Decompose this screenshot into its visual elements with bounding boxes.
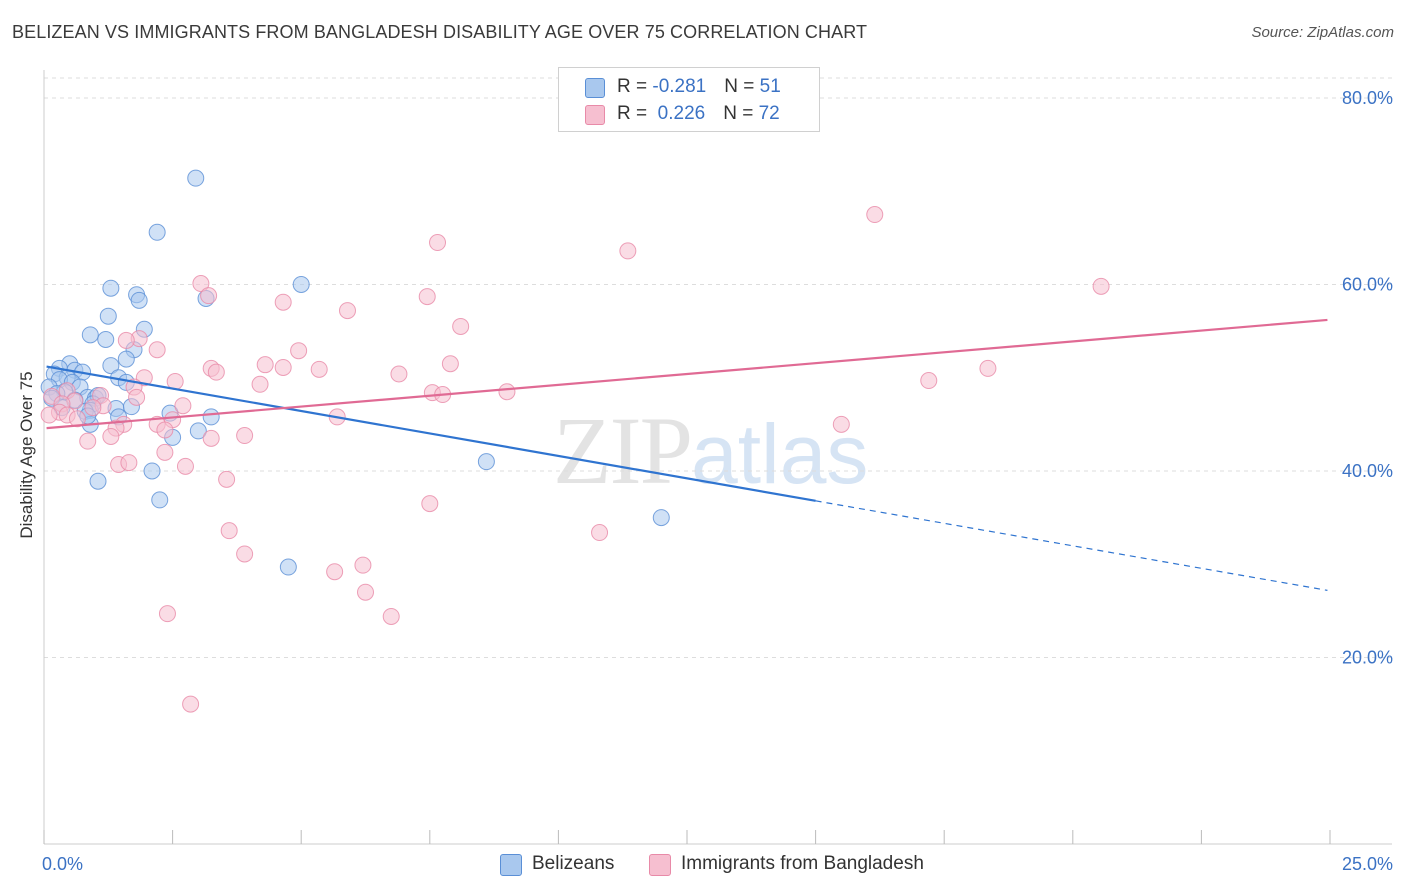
point-belizeans <box>477 453 495 471</box>
point-bangladesh <box>120 454 138 472</box>
r-value: 0.226 <box>652 103 706 124</box>
point-bangladesh <box>310 360 328 378</box>
point-bangladesh <box>156 421 174 439</box>
point-bangladesh <box>498 383 516 401</box>
legend-label-belizeans: Belizeans <box>532 853 615 874</box>
n-value: 72 <box>758 103 780 124</box>
point-bangladesh <box>218 470 236 488</box>
point-bangladesh <box>452 317 470 335</box>
point-belizeans <box>130 291 148 309</box>
point-bangladesh <box>79 432 97 450</box>
pink-swatch-icon <box>585 105 605 125</box>
r-label: R = <box>617 76 653 97</box>
y-tick-label: 40.0% <box>1342 461 1393 481</box>
chart-title: BELIZEAN VS IMMIGRANTS FROM BANGLADESH D… <box>12 22 868 42</box>
trend-line-bangladesh <box>46 318 1328 430</box>
point-bangladesh <box>866 206 884 224</box>
point-belizeans <box>652 509 670 527</box>
r-label: R = <box>617 103 653 124</box>
point-bangladesh <box>200 287 218 305</box>
point-bangladesh <box>256 356 274 374</box>
point-bangladesh <box>382 607 400 625</box>
point-bangladesh <box>182 695 200 713</box>
point-bangladesh <box>117 331 135 349</box>
point-belizeans <box>187 169 205 187</box>
legend-label-bangladesh: Immigrants from Bangladesh <box>681 853 924 874</box>
n-label: N = <box>724 76 760 97</box>
point-belizeans <box>99 307 117 325</box>
point-belizeans <box>81 326 99 344</box>
point-belizeans <box>151 491 169 509</box>
x-tick-label-max: 25.0% <box>1342 854 1393 874</box>
y-tick-label: 80.0% <box>1342 88 1393 108</box>
point-bangladesh <box>274 293 292 311</box>
watermark-zip: ZIP <box>553 397 693 504</box>
point-bangladesh <box>84 399 102 417</box>
point-bangladesh <box>338 302 356 320</box>
point-bangladesh <box>202 429 220 447</box>
point-bangladesh <box>429 234 447 252</box>
point-bangladesh <box>102 427 120 445</box>
point-bangladesh <box>274 358 292 376</box>
point-belizeans <box>279 558 297 576</box>
y-tick-label: 20.0% <box>1342 647 1393 667</box>
x-tick-label-min: 0.0% <box>42 854 83 874</box>
trend-line-extension-belizeans <box>815 500 1328 591</box>
n-value: 51 <box>759 76 781 97</box>
point-bangladesh <box>832 415 850 433</box>
point-bangladesh <box>979 359 997 377</box>
point-belizeans <box>143 462 161 480</box>
point-bangladesh <box>421 495 439 513</box>
blue-swatch-icon <box>500 854 522 876</box>
blue-swatch-icon <box>585 78 605 98</box>
point-belizeans <box>189 422 207 440</box>
point-bangladesh <box>236 545 254 563</box>
y-axis-label: Disability Age Over 75 <box>17 371 36 539</box>
point-bangladesh <box>192 275 210 293</box>
point-bangladesh <box>236 427 254 445</box>
point-bangladesh <box>920 372 938 390</box>
point-bangladesh <box>354 556 372 574</box>
point-bangladesh <box>176 457 194 475</box>
point-belizeans <box>102 279 120 297</box>
point-bangladesh <box>357 583 374 601</box>
point-bangladesh <box>220 522 238 540</box>
point-bangladesh <box>251 375 269 393</box>
point-belizeans <box>102 357 120 375</box>
point-bangladesh <box>148 341 166 359</box>
point-belizeans <box>89 472 107 490</box>
r-value: -0.281 <box>652 76 707 97</box>
point-bangladesh <box>174 397 192 415</box>
point-bangladesh <box>158 605 176 623</box>
stats-legend: R = -0.281 N = 51 R = 0.226 N = 72 <box>558 67 820 132</box>
point-belizeans <box>148 223 166 241</box>
source-label: Source: ZipAtlas.com <box>1251 24 1394 41</box>
point-bangladesh <box>418 288 436 306</box>
point-bangladesh <box>68 410 86 428</box>
point-belizeans <box>202 408 220 426</box>
n-label: N = <box>723 103 759 124</box>
point-bangladesh <box>1092 277 1110 295</box>
point-bangladesh <box>128 388 146 406</box>
point-bangladesh <box>156 443 174 461</box>
point-bangladesh <box>390 365 408 383</box>
point-belizeans <box>117 350 135 368</box>
point-bangladesh <box>591 524 609 542</box>
point-bangladesh <box>326 563 344 581</box>
point-bangladesh <box>207 363 225 381</box>
pink-swatch-icon <box>649 854 671 876</box>
point-bangladesh <box>290 342 308 360</box>
point-bangladesh <box>40 406 58 424</box>
y-tick-label: 60.0% <box>1342 274 1393 294</box>
trend-line-belizeans <box>46 365 816 502</box>
point-bangladesh <box>619 242 637 260</box>
point-bangladesh <box>441 355 459 373</box>
point-belizeans <box>292 275 310 293</box>
point-belizeans <box>97 331 115 349</box>
